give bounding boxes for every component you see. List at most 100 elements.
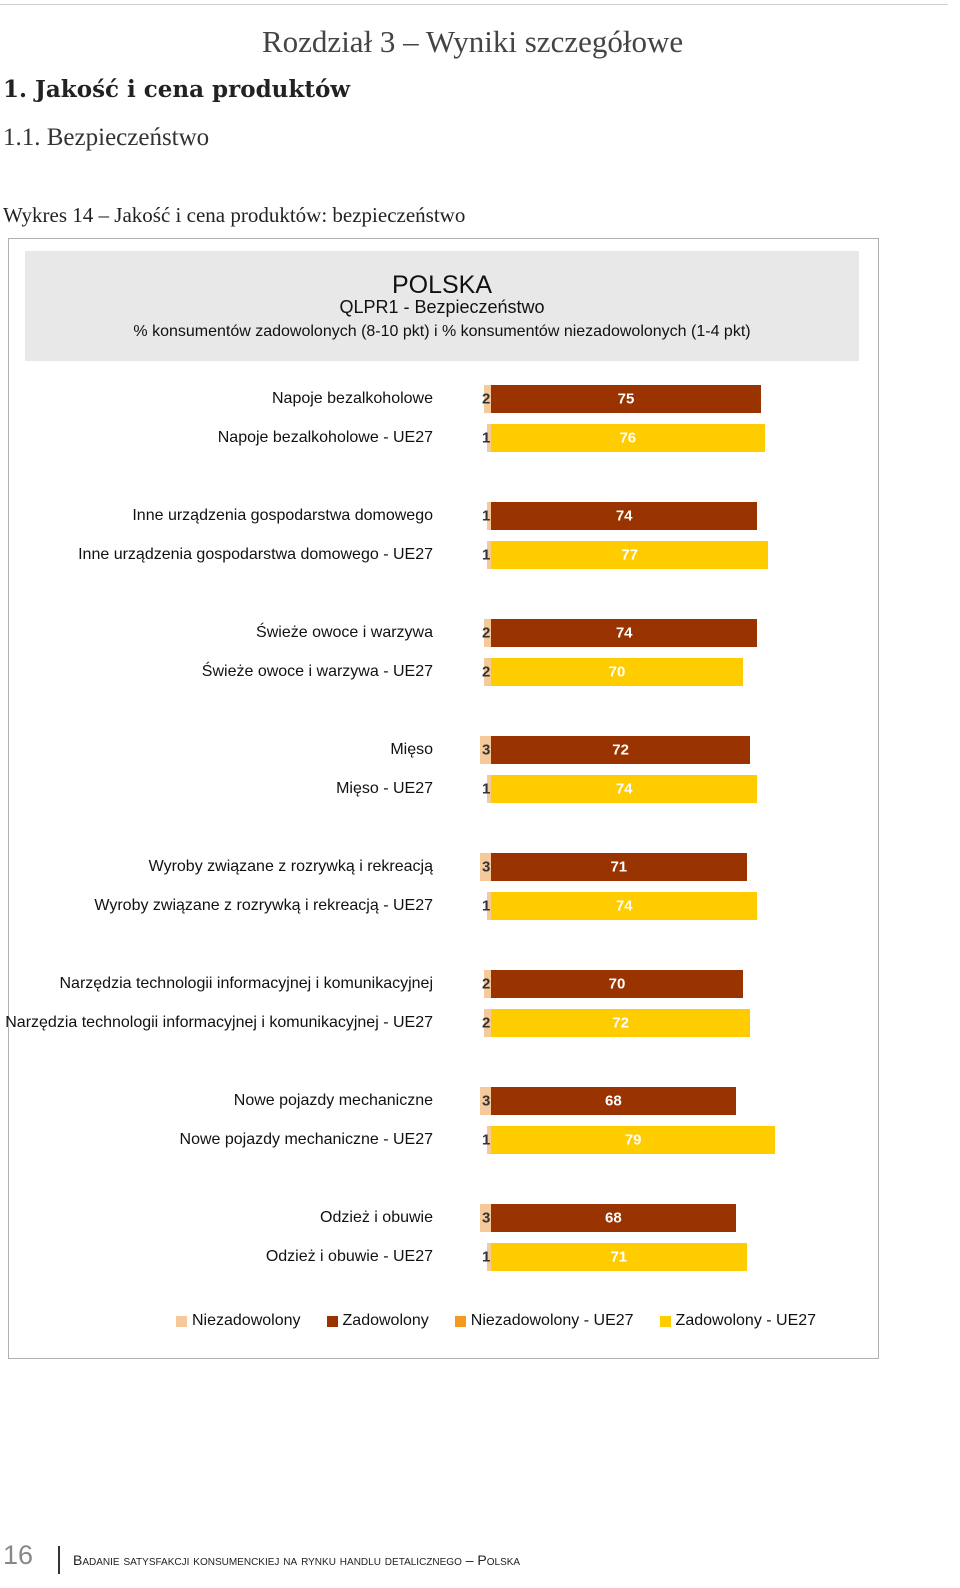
dissatisfied-value-label: 3 [482,1092,491,1110]
category-label: Mięso [390,741,433,758]
dissatisfied-value-label: 2 [482,1014,491,1032]
category-label: Odzież i obuwie - UE27 [265,1248,433,1265]
satisfied-value-label: 76 [619,429,637,447]
subsection-heading: 1.1. Bezpieczeństwo [3,124,210,151]
satisfied-value-label: 71 [610,858,628,876]
satisfied-value-label: 71 [610,1248,628,1266]
satisfied-value-label: 72 [612,741,629,759]
category-label: Narzędzia technologii informacyjnej i ko… [59,975,433,992]
category-label: Odzież i obuwie [320,1209,433,1226]
category-label: Narzędzia technologii informacyjnej i ko… [5,1014,433,1031]
dissatisfied-bar [480,1204,491,1232]
dissatisfied-bar [480,853,491,881]
dissatisfied-value-label: 1 [482,1131,491,1149]
dissatisfied-value-label: 1 [482,897,491,915]
dissatisfied-bar [487,1243,491,1271]
category-label: Wyroby związane z rozrywką i rekreacją [148,858,433,875]
chart-country: POLSKA [391,271,493,299]
satisfied-bar [491,658,743,686]
satisfied-value-label: 74 [615,897,633,915]
top-rule [0,4,948,5]
category-label: Świeże owoce i warzywa - UE27 [201,663,433,680]
legend-swatch [659,1315,671,1327]
satisfied-bar [491,892,758,920]
dissatisfied-value-label: 1 [482,546,491,564]
satisfied-value-label: 70 [608,663,626,681]
dissatisfied-value-label: 3 [482,741,491,759]
legend-item: Niezadowolony [176,1312,301,1330]
satisfied-value-label: 75 [617,390,635,408]
chart-code: QLPR1 - Bezpieczeństwo [339,297,545,317]
category-label: Nowe pojazdy mechaniczne [233,1092,433,1109]
category-label: Napoje bezalkoholowe - UE27 [217,429,433,446]
section-heading: 1. Jakość i cena produktów [3,76,351,103]
dissatisfied-bar [483,658,491,686]
page-number: 16 [3,1540,34,1570]
satisfied-bar [491,1126,776,1154]
dissatisfied-value-label: 2 [482,663,491,681]
category-label: Napoje bezalkoholowe [272,390,433,407]
category-label: Świeże owoce i warzywa [256,624,433,641]
category-label: Inne urządzenia gospodarstwa domowego [132,507,433,524]
satisfied-value-label: 68 [605,1092,622,1110]
satisfied-bar [491,1009,751,1037]
satisfied-bar [491,775,758,803]
chapter-title: Rozdział 3 – Wyniki szczegółowe [262,24,684,59]
chart-header: POLSKA QLPR1 - Bezpieczeństwo % konsumen… [25,251,859,361]
satisfied-value-label: 68 [605,1209,622,1227]
dissatisfied-bar [483,385,491,413]
category-label: Wyroby związane z rozrywką i rekreacją -… [94,897,433,914]
category-label: Nowe pojazdy mechaniczne - UE27 [179,1131,433,1148]
dissatisfied-bar [483,970,491,998]
footer-text: Badanie satysfakcji konsumenckiej na ryn… [73,1552,521,1568]
dissatisfied-bar [480,736,491,764]
chart-legend: Niezadowolony Zadowolony Niezadowolony -… [176,1309,816,1333]
dissatisfied-bar [487,775,491,803]
satisfied-bar [491,970,743,998]
legend-item: Zadowolony - UE27 [659,1312,817,1330]
chart-frame [8,238,879,1359]
satisfied-value-label: 74 [615,507,633,525]
dissatisfied-value-label: 2 [482,390,491,408]
satisfied-bar [491,1243,747,1271]
dissatisfied-value-label: 2 [482,624,491,642]
dissatisfied-value-label: 1 [482,507,491,525]
category-label: Mięso - UE27 [336,780,433,797]
satisfied-bar [491,385,761,413]
satisfied-bar [491,619,758,647]
legend-label: Zadowolony - UE27 [675,1312,817,1329]
dissatisfied-value-label: 3 [482,1209,491,1227]
satisfied-bar [491,853,747,881]
dissatisfied-value-label: 3 [482,858,491,876]
dissatisfied-bar [487,892,491,920]
figure-caption: Wykres 14 – Jakość i cena produktów: bez… [3,203,466,227]
satisfied-bar [491,1204,736,1232]
satisfied-value-label: 74 [615,780,633,798]
legend-swatch [326,1315,338,1327]
legend-label: Niezadowolony - UE27 [470,1312,634,1329]
dissatisfied-bar [487,502,491,530]
dissatisfied-value-label: 1 [482,429,491,447]
dissatisfied-bar [487,541,491,569]
legend-item: Zadowolony [326,1312,429,1330]
satisfied-value-label: 70 [608,975,626,993]
satisfied-bar [491,502,758,530]
category-label: Inne urządzenia gospodarstwa domowego - … [78,546,433,563]
satisfied-bar [491,541,769,569]
satisfied-bar [491,424,765,452]
legend-swatch [176,1315,187,1327]
satisfied-bar [491,736,751,764]
legend-item: Niezadowolony - UE27 [454,1312,634,1330]
footer-separator [58,1546,60,1574]
dissatisfied-value-label: 2 [482,975,491,993]
satisfied-value-label: 77 [621,546,638,564]
legend-label: Zadowolony [342,1312,429,1329]
satisfied-value-label: 79 [624,1131,642,1149]
dissatisfied-value-label: 1 [482,1248,491,1266]
dissatisfied-bar [483,1009,491,1037]
satisfied-bar [491,1087,736,1115]
chart-subtitle: % konsumentów zadowolonych (8-10 pkt) i … [133,323,751,340]
satisfied-value-label: 74 [615,624,633,642]
legend-swatch [454,1315,466,1327]
dissatisfied-bar [480,1087,491,1115]
